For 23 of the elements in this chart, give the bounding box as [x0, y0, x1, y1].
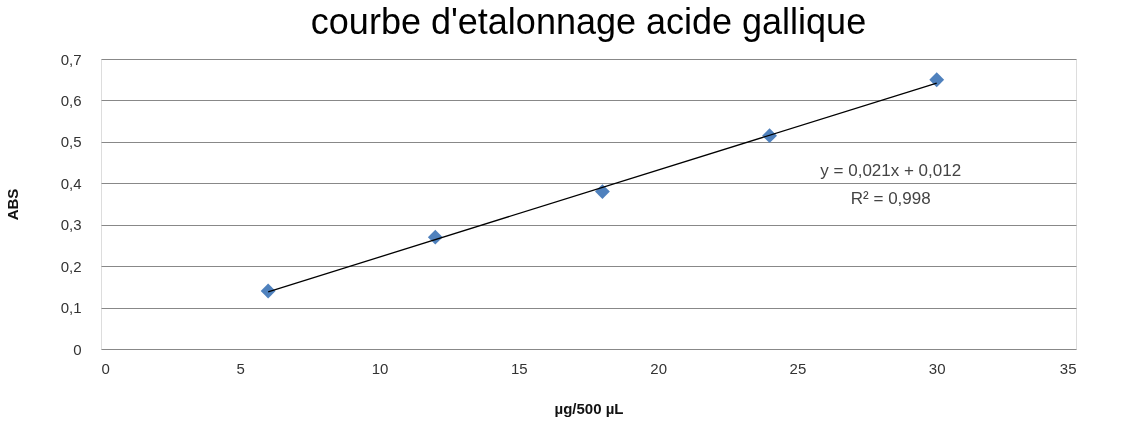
x-tick-label: 5 — [236, 359, 245, 377]
y-tick-label: 0,1 — [60, 299, 82, 317]
x-tick-label: 25 — [789, 359, 807, 377]
annotation: y = 0,021x + 0,012 — [820, 161, 962, 181]
x-tick-label: 35 — [1059, 359, 1077, 377]
y-tick-label: 0,4 — [60, 174, 82, 192]
point — [595, 184, 610, 199]
y-axis-title: ABS — [3, 188, 21, 221]
point — [929, 72, 945, 88]
y-tick-label: 0,6 — [60, 91, 82, 109]
x-tick-label: 30 — [928, 359, 946, 377]
x-tick-label: 10 — [371, 359, 389, 377]
y-tick-label: 0,5 — [60, 133, 82, 151]
x-tick-label: 20 — [650, 359, 667, 377]
y-tick-label: 0,7 — [60, 50, 82, 68]
x-tick-label: 15 — [511, 359, 528, 377]
annotation: R² = 0,998 — [850, 189, 931, 209]
y-tick-label: 0,2 — [60, 257, 82, 275]
x-tick-label: 0 — [101, 359, 110, 377]
y-tick-label: 0 — [73, 340, 82, 358]
x-axis-title: µg/500 µL — [554, 399, 624, 417]
chart-title: courbe d'etalonnage acide gallique — [310, 1, 867, 42]
y-tick-label: 0,3 — [60, 216, 82, 234]
